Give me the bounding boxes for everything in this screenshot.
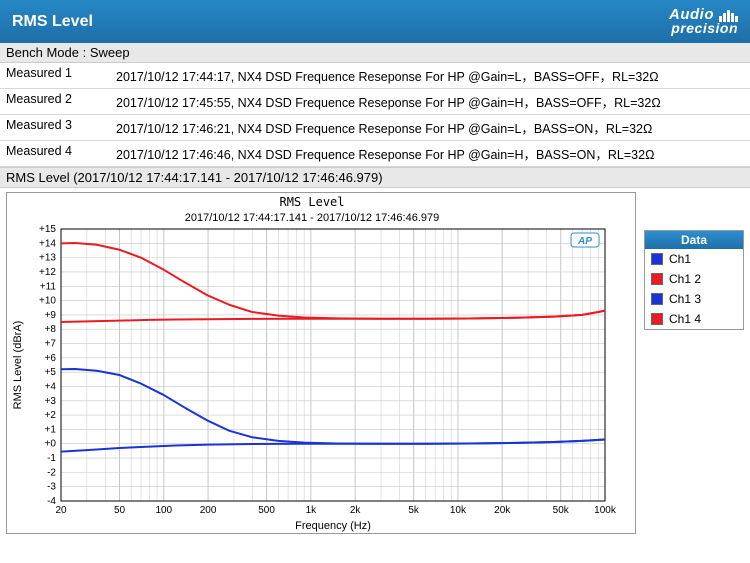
chart-section-title: RMS Level (2017/10/12 17:44:17.141 - 201… — [0, 167, 750, 188]
svg-text:+5: +5 — [45, 367, 57, 378]
legend-swatch — [651, 253, 663, 265]
svg-text:RMS Level (dBrA): RMS Level (dBrA) — [12, 321, 24, 410]
legend-label: Ch1 2 — [669, 272, 701, 286]
svg-text:+0: +0 — [45, 439, 57, 450]
svg-text:Frequency (Hz): Frequency (Hz) — [295, 520, 371, 532]
table-row: Measured 12017/10/12 17:44:17, NX4 DSD F… — [0, 63, 750, 89]
legend-swatch — [651, 293, 663, 305]
svg-text:1k: 1k — [306, 505, 318, 516]
svg-text:-4: -4 — [47, 496, 56, 507]
svg-text:+6: +6 — [45, 353, 57, 364]
svg-text:2k: 2k — [350, 505, 362, 516]
svg-text:+13: +13 — [39, 253, 56, 264]
table-row: Measured 32017/10/12 17:46:21, NX4 DSD F… — [0, 115, 750, 141]
measurement-label: Measured 1 — [0, 63, 110, 89]
table-row: Measured 22017/10/12 17:45:55, NX4 DSD F… — [0, 89, 750, 115]
svg-text:5k: 5k — [408, 505, 420, 516]
svg-text:-1: -1 — [47, 453, 56, 464]
measurement-desc: 2017/10/12 17:46:46, NX4 DSD Frequence R… — [110, 141, 750, 167]
measurements-table: Measured 12017/10/12 17:44:17, NX4 DSD F… — [0, 63, 750, 167]
svg-text:+2: +2 — [45, 410, 57, 421]
measurement-label: Measured 4 — [0, 141, 110, 167]
svg-text:+3: +3 — [45, 396, 57, 407]
svg-text:200: 200 — [200, 505, 217, 516]
legend-box: Data Ch1 Ch1 2 Ch1 3 Ch1 4 — [644, 230, 744, 330]
page-title: RMS Level — [12, 13, 93, 31]
svg-text:+1: +1 — [45, 425, 57, 436]
svg-text:+7: +7 — [45, 339, 57, 350]
measurement-label: Measured 2 — [0, 89, 110, 115]
header-bar: RMS Level Audio precision — [0, 0, 750, 43]
measurement-desc: 2017/10/12 17:45:55, NX4 DSD Frequence R… — [110, 89, 750, 115]
brand-logo: Audio precision — [669, 8, 738, 35]
legend-label: Ch1 — [669, 252, 691, 266]
legend-item: Ch1 — [645, 249, 743, 269]
legend-item: Ch1 3 — [645, 289, 743, 309]
svg-text:-3: -3 — [47, 482, 56, 493]
svg-text:+9: +9 — [45, 310, 57, 321]
svg-text:+8: +8 — [45, 324, 57, 335]
legend-item: Ch1 4 — [645, 309, 743, 329]
measurement-label: Measured 3 — [0, 115, 110, 141]
legend-label: Ch1 3 — [669, 292, 701, 306]
svg-text:+12: +12 — [39, 267, 56, 278]
measurement-desc: 2017/10/12 17:44:17, NX4 DSD Frequence R… — [110, 63, 750, 89]
svg-text:100k: 100k — [594, 505, 617, 516]
svg-text:2017/10/12 17:44:17.141 - 2017: 2017/10/12 17:44:17.141 - 2017/10/12 17:… — [185, 212, 439, 224]
legend-label: Ch1 4 — [669, 312, 701, 326]
svg-text:AP: AP — [577, 236, 592, 247]
svg-text:+11: +11 — [40, 282, 57, 293]
chart-container: RMS Level 2017/10/12 17:44:17.141 - 2017/… — [0, 188, 750, 544]
svg-text:+4: +4 — [45, 382, 57, 393]
svg-text:+15: +15 — [39, 224, 56, 235]
legend-item: Ch1 2 — [645, 269, 743, 289]
svg-text:20: 20 — [55, 505, 67, 516]
chart-plot: RMS Level 2017/10/12 17:44:17.141 - 2017/… — [6, 192, 636, 534]
svg-text:-2: -2 — [47, 468, 56, 479]
legend-header: Data — [645, 231, 743, 249]
measurement-desc: 2017/10/12 17:46:21, NX4 DSD Frequence R… — [110, 115, 750, 141]
svg-text:+10: +10 — [39, 296, 56, 307]
svg-text:100: 100 — [155, 505, 172, 516]
svg-text:10k: 10k — [450, 505, 467, 516]
bench-mode-label: Bench Mode : Sweep — [0, 43, 750, 63]
table-row: Measured 42017/10/12 17:46:46, NX4 DSD F… — [0, 141, 750, 167]
svg-text:50: 50 — [114, 505, 126, 516]
svg-text:50k: 50k — [553, 505, 570, 516]
svg-text:500: 500 — [258, 505, 275, 516]
legend-swatch — [651, 273, 663, 285]
svg-text:+14: +14 — [39, 239, 56, 250]
legend-swatch — [651, 313, 663, 325]
svg-text:20k: 20k — [494, 505, 511, 516]
svg-text:RMS Level: RMS Level — [279, 195, 344, 209]
